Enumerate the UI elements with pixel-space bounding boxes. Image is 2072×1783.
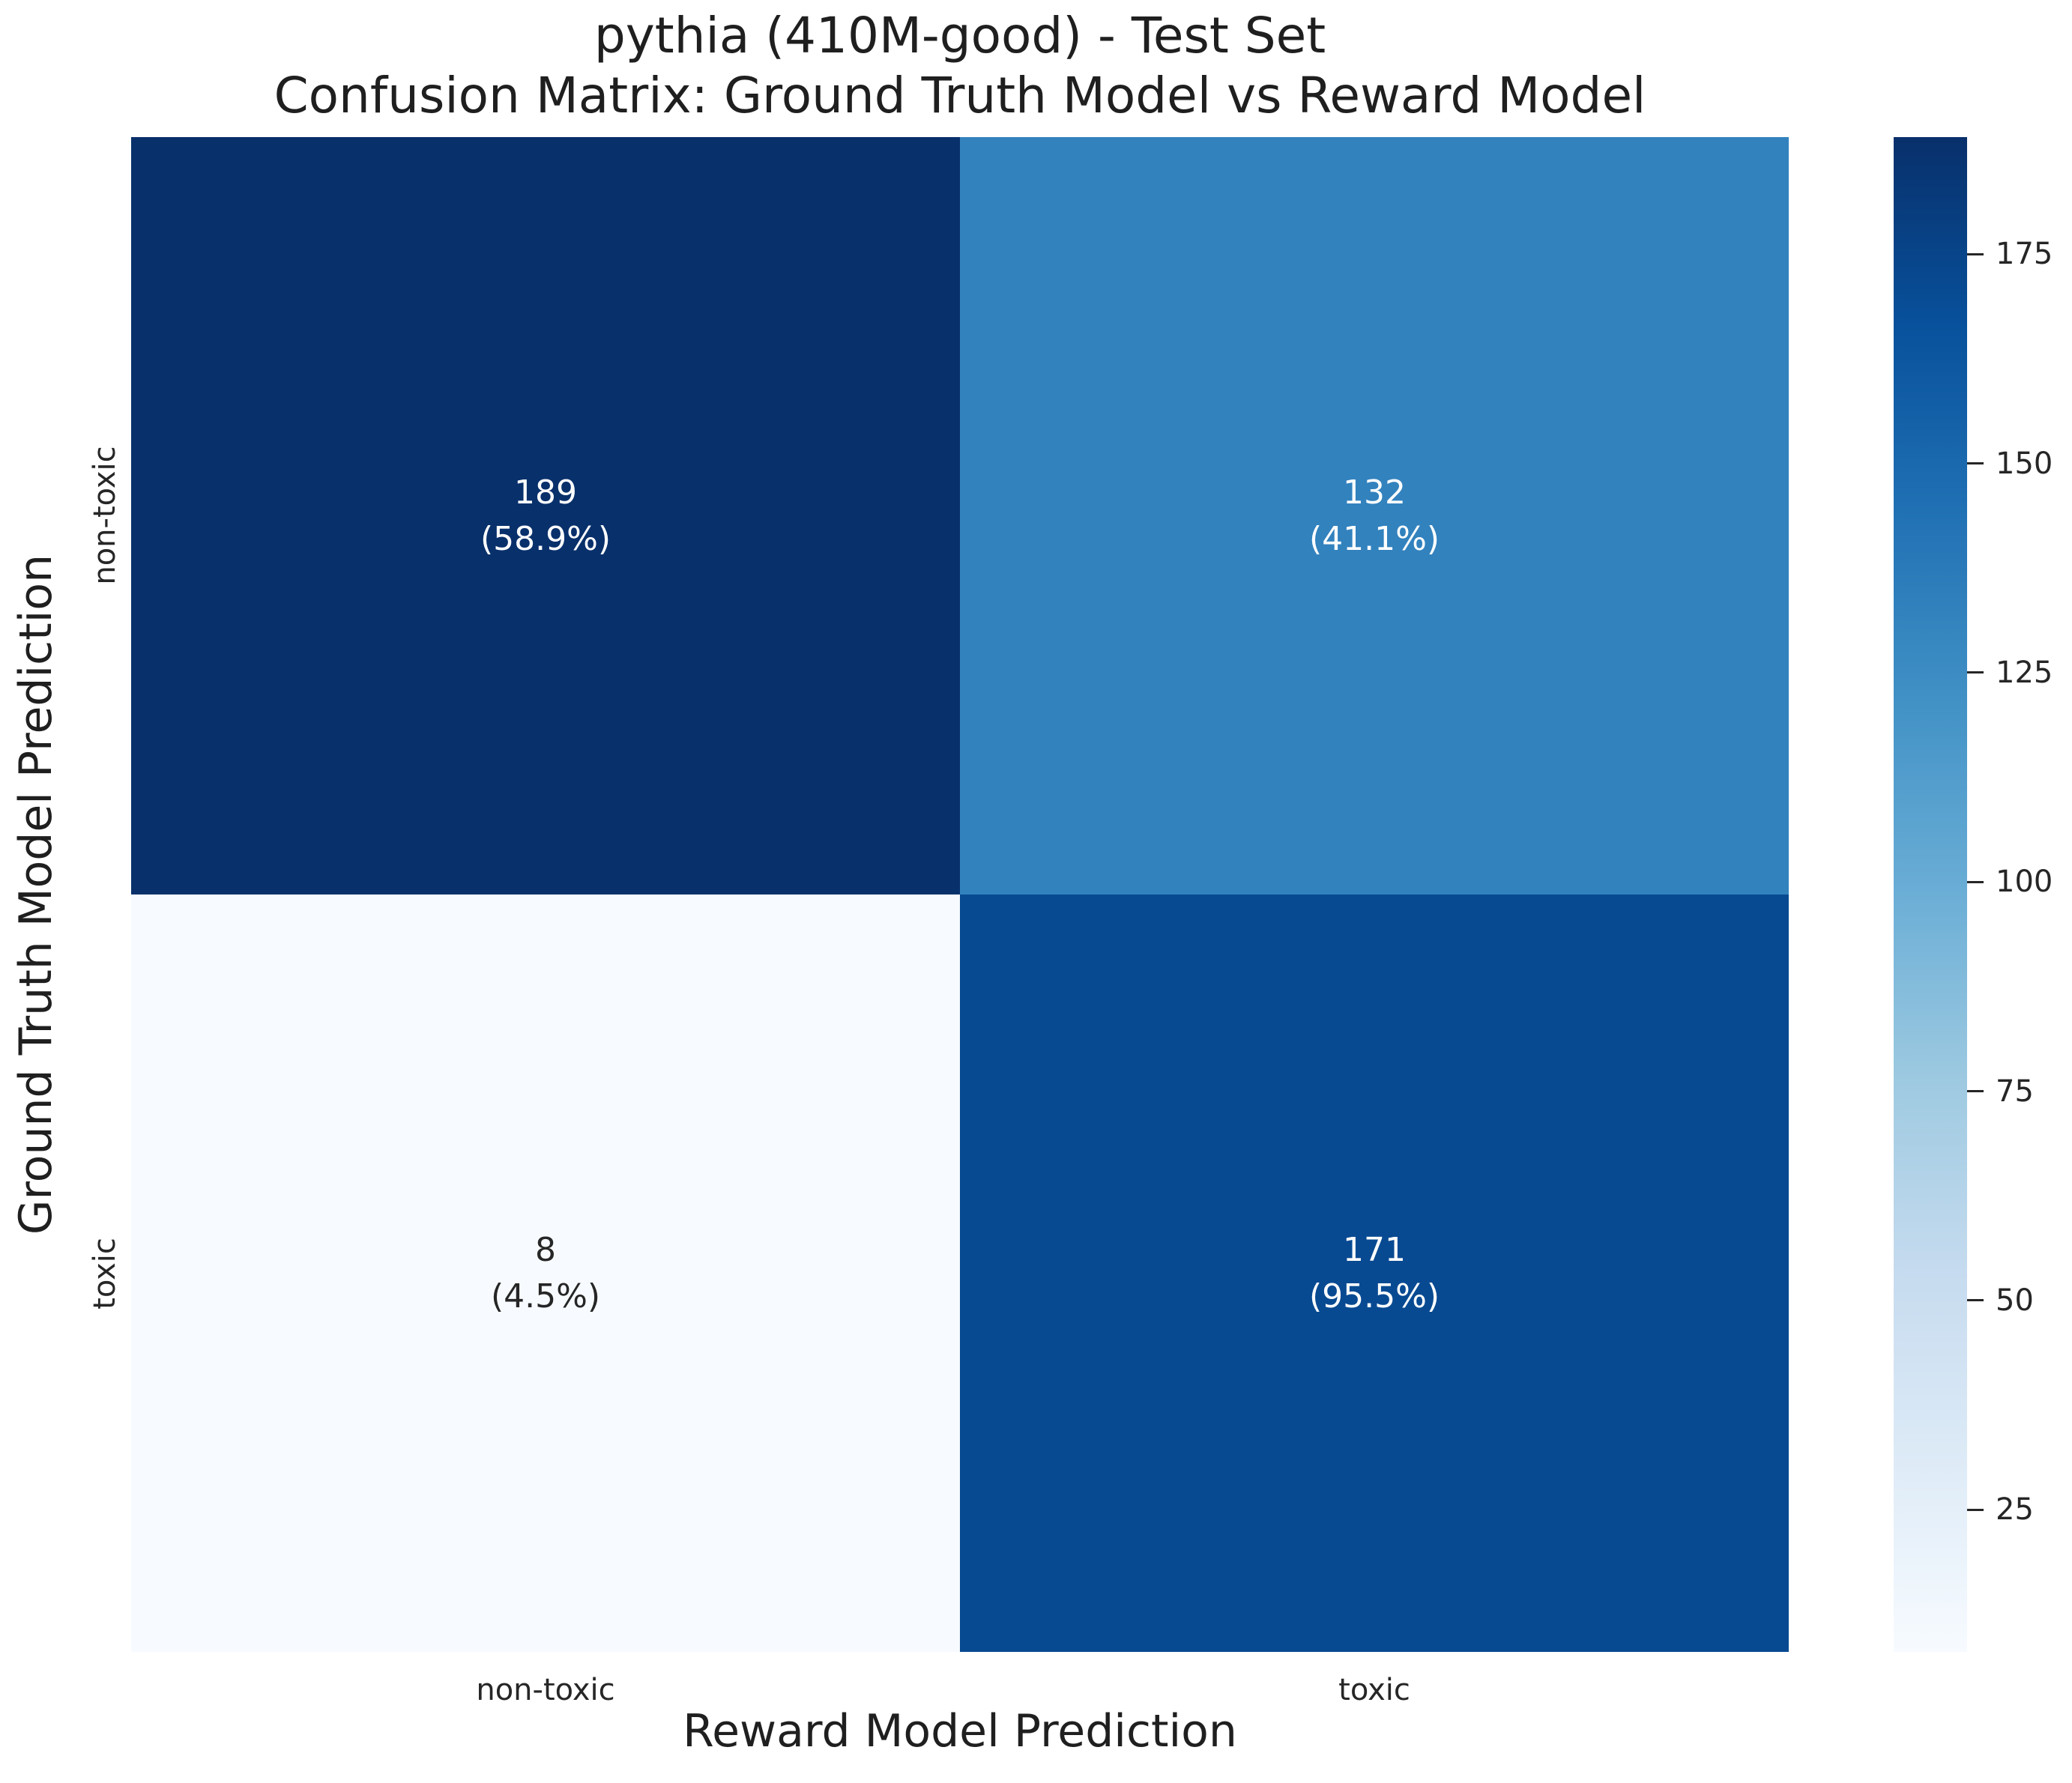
cell-count: 189 [514, 473, 577, 512]
cell-count: 132 [1343, 473, 1406, 512]
x-tick-label-nontoxic: non-toxic [476, 1673, 615, 1707]
colorbar-tick-mark [1967, 462, 1984, 465]
colorbar-tick-label: 175 [1996, 237, 2053, 272]
colorbar-tick: 25 [1967, 1492, 2034, 1527]
colorbar-tick-mark [1967, 252, 1984, 255]
y-tick-label-nontoxic: non-toxic [88, 446, 122, 585]
cell-count: 171 [1343, 1230, 1406, 1269]
heatmap-cell-nontoxic-toxic: 132 (41.1%) [960, 137, 1789, 894]
colorbar-tick-label: 75 [1996, 1074, 2034, 1109]
colorbar-tick-label: 125 [1996, 655, 2053, 690]
heatmap-grid: 189 (58.9%) 132 (41.1%) 8 (4.5%) 171 (95… [131, 137, 1789, 1652]
colorbar-tick: 125 [1967, 656, 2053, 690]
colorbar-tick-mark [1967, 671, 1984, 674]
colorbar-tick: 75 [1967, 1074, 2034, 1109]
colorbar-tick-mark [1967, 1508, 1984, 1511]
heatmap-cell-nontoxic-nontoxic: 189 (58.9%) [131, 137, 960, 894]
y-tick-label-toxic: toxic [88, 1238, 122, 1310]
colorbar-tick: 175 [1967, 237, 2053, 271]
x-tick-label-toxic: toxic [1338, 1673, 1410, 1707]
cell-percent: (58.9%) [480, 519, 611, 558]
cell-count: 8 [535, 1230, 556, 1269]
chart-title: pythia (410M-good) - Test Set Confusion … [131, 6, 1789, 126]
colorbar-tick: 100 [1967, 865, 2053, 899]
colorbar-tick-label: 50 [1996, 1283, 2034, 1318]
chart-title-line1: pythia (410M-good) - Test Set [593, 7, 1326, 64]
colorbar-tick: 50 [1967, 1283, 2034, 1318]
cell-percent: (95.5%) [1308, 1277, 1440, 1316]
colorbar-tick-mark [1967, 1299, 1984, 1302]
colorbar-tick-mark [1967, 1090, 1984, 1093]
colorbar-tick-mark [1967, 880, 1984, 883]
colorbar-ticks: 175 150 125 100 75 50 25 [1967, 137, 2072, 1652]
y-axis-label: Ground Truth Model Prediction [10, 554, 62, 1235]
heatmap-cell-toxic-toxic: 171 (95.5%) [960, 894, 1789, 1652]
colorbar-gradient [1894, 137, 1967, 1652]
colorbar-tick-label: 25 [1996, 1492, 2034, 1528]
chart-title-line2: Confusion Matrix: Ground Truth Model vs … [274, 67, 1646, 124]
colorbar-tick: 150 [1967, 446, 2053, 481]
heatmap-cell-toxic-nontoxic: 8 (4.5%) [131, 894, 960, 1652]
cell-percent: (41.1%) [1308, 519, 1440, 558]
colorbar-tick-label: 100 [1996, 865, 2053, 900]
colorbar-tick-label: 150 [1996, 446, 2053, 481]
cell-percent: (4.5%) [490, 1277, 601, 1316]
x-axis-label: Reward Model Prediction [683, 1705, 1237, 1758]
